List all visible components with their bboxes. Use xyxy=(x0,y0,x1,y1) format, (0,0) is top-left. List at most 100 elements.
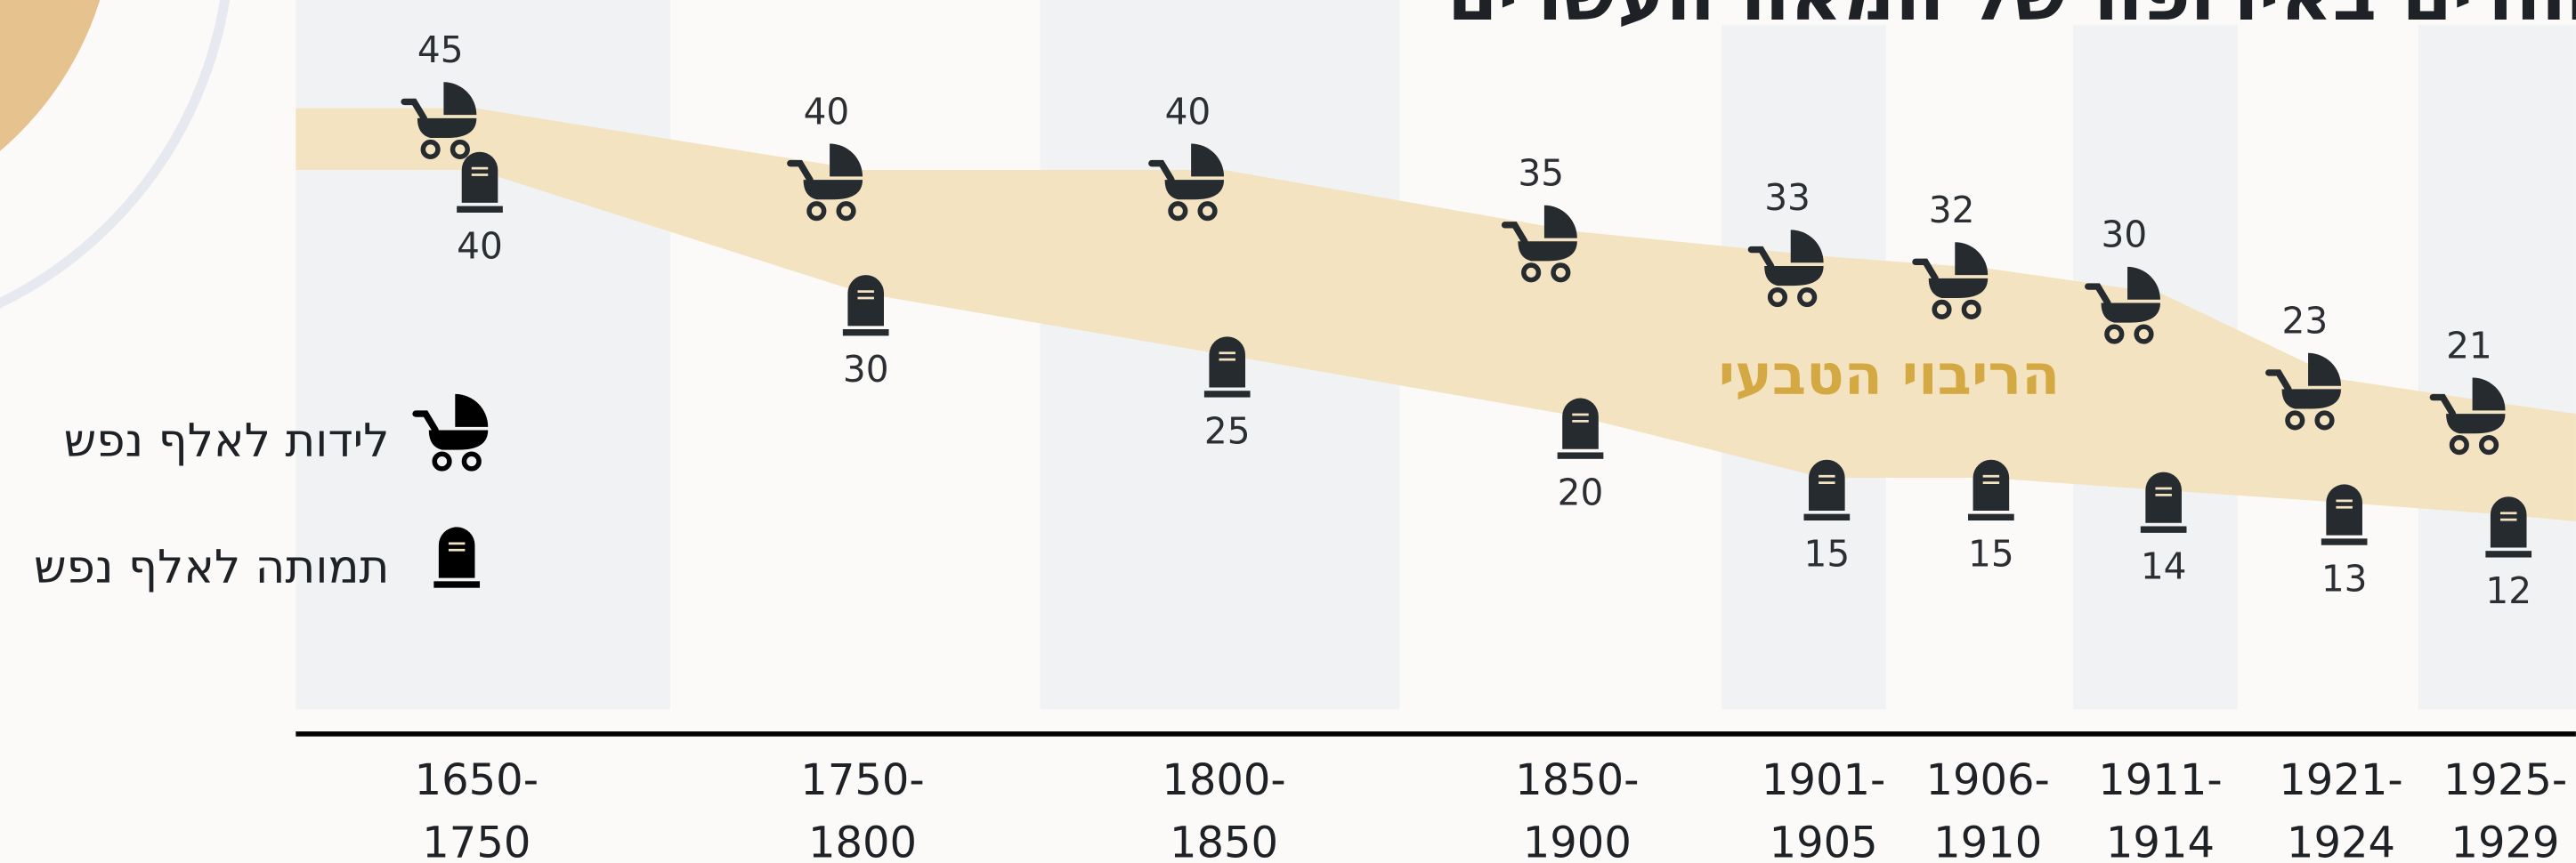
birth-label: 35 xyxy=(1518,152,1564,195)
gravestone-icon xyxy=(842,275,889,336)
stroller-hood xyxy=(1955,242,1989,276)
death-label: 13 xyxy=(2321,557,2368,600)
stone-base xyxy=(1803,513,1851,521)
gravestone-icon xyxy=(2140,472,2187,533)
band-edge xyxy=(296,108,477,171)
stroller-hood xyxy=(1790,230,1824,263)
stroller-body xyxy=(417,117,477,139)
x-tick-label: 1800-1850 xyxy=(1162,755,1285,863)
x-tick-label: 1911-1914 xyxy=(2098,755,2222,863)
stroller-handle xyxy=(2429,393,2457,417)
wheel xyxy=(461,451,482,472)
birth-label: 30 xyxy=(2102,214,2148,256)
birth-label: 40 xyxy=(1165,90,1211,133)
gravestone-icon xyxy=(2321,484,2368,545)
stroller-icon xyxy=(1912,242,1989,319)
column xyxy=(296,0,671,710)
x-tick-label: 1925-1929 xyxy=(2443,755,2567,863)
wheel xyxy=(806,201,827,222)
stone xyxy=(1209,336,1246,388)
band-label: הריבוי הטבעי xyxy=(1719,343,2061,407)
stroller-icon xyxy=(1501,205,1577,283)
stroller-hood xyxy=(1543,205,1577,238)
stroller-body xyxy=(1164,180,1225,200)
stroller-handle xyxy=(2085,283,2111,307)
stroller-body xyxy=(1518,241,1577,262)
birth-label: 32 xyxy=(1929,189,1975,231)
legend-label: לידות לאלף נפש xyxy=(64,415,390,468)
stone xyxy=(1973,459,2010,511)
stone xyxy=(1562,398,1599,449)
death-label: 30 xyxy=(843,348,889,391)
wheel xyxy=(1168,201,1188,222)
stroller-handle xyxy=(401,98,427,122)
gravestone-icon xyxy=(457,151,503,213)
stone-base xyxy=(1968,513,2014,521)
stroller-icon xyxy=(1148,143,1225,222)
stone-base xyxy=(2140,526,2187,533)
column xyxy=(2418,24,2576,710)
band xyxy=(476,108,2506,515)
stone-base xyxy=(457,206,503,213)
stroller-handle xyxy=(2265,369,2292,393)
legend-label: תמותה לאלף נפש xyxy=(34,541,389,594)
wheel xyxy=(1961,299,1981,319)
wheel xyxy=(1932,299,1952,319)
band-edge xyxy=(2505,403,2576,521)
wheel xyxy=(2285,410,2305,431)
stone xyxy=(438,527,475,578)
birth-label: 23 xyxy=(2282,300,2329,343)
wheel xyxy=(432,451,452,472)
death-label: 14 xyxy=(2141,545,2187,588)
stroller-handle xyxy=(787,159,814,183)
gravestone-icon xyxy=(1203,336,1251,398)
chart-title: היהודים באירופה של המאה העשרים xyxy=(1447,0,2576,37)
death-label: 15 xyxy=(1968,533,2014,576)
stroller-body xyxy=(803,180,863,200)
stone-base xyxy=(1557,452,1604,459)
x-tick-label: 1650-1750 xyxy=(415,755,539,863)
wheel xyxy=(2134,324,2154,344)
birth-label: 33 xyxy=(1764,176,1810,219)
wheel xyxy=(450,139,470,160)
stone-base xyxy=(433,581,481,588)
stroller-icon xyxy=(1747,230,1824,308)
stroller-body xyxy=(2446,414,2506,434)
stroller-hood xyxy=(455,393,489,427)
birth-label: 40 xyxy=(804,90,850,133)
birth-label: 21 xyxy=(2446,324,2492,367)
wheel xyxy=(836,201,856,222)
birth-label: 45 xyxy=(417,28,464,71)
stroller-body xyxy=(2281,389,2341,409)
stroller-icon xyxy=(2429,377,2506,456)
wheel xyxy=(1767,286,1788,308)
stroller-handle xyxy=(1501,222,1528,245)
legend-icon xyxy=(433,527,481,588)
wheel xyxy=(1551,262,1571,283)
stone xyxy=(2145,472,2182,523)
wheel xyxy=(420,139,441,160)
stroller-icon xyxy=(787,143,863,222)
x-tick-label: 1850-1900 xyxy=(1515,755,1639,863)
stroller-handle xyxy=(1148,159,1175,183)
wheel xyxy=(2104,324,2125,344)
x-tick-label: 1906-1910 xyxy=(1925,755,2049,863)
wheel xyxy=(2449,435,2469,456)
wheel xyxy=(1197,201,1218,222)
x-tick-label: 1750-1800 xyxy=(800,755,924,863)
stroller-icon xyxy=(2265,352,2341,431)
gravestone-icon xyxy=(1968,459,2014,521)
stroller-body xyxy=(1928,278,1989,298)
stroller-body xyxy=(1764,265,1824,286)
death-label: 15 xyxy=(1803,533,1850,576)
stroller-hood xyxy=(2308,352,2341,386)
death-label: 40 xyxy=(457,225,503,268)
legend-icon xyxy=(412,393,489,472)
death-label: 25 xyxy=(1204,409,1251,452)
stroller-handle xyxy=(1912,258,1939,282)
stone xyxy=(2490,496,2527,548)
stroller-handle xyxy=(412,410,439,434)
stroller-body xyxy=(2101,302,2160,323)
stone-base xyxy=(1203,391,1251,398)
stroller-hood xyxy=(2127,266,2160,300)
